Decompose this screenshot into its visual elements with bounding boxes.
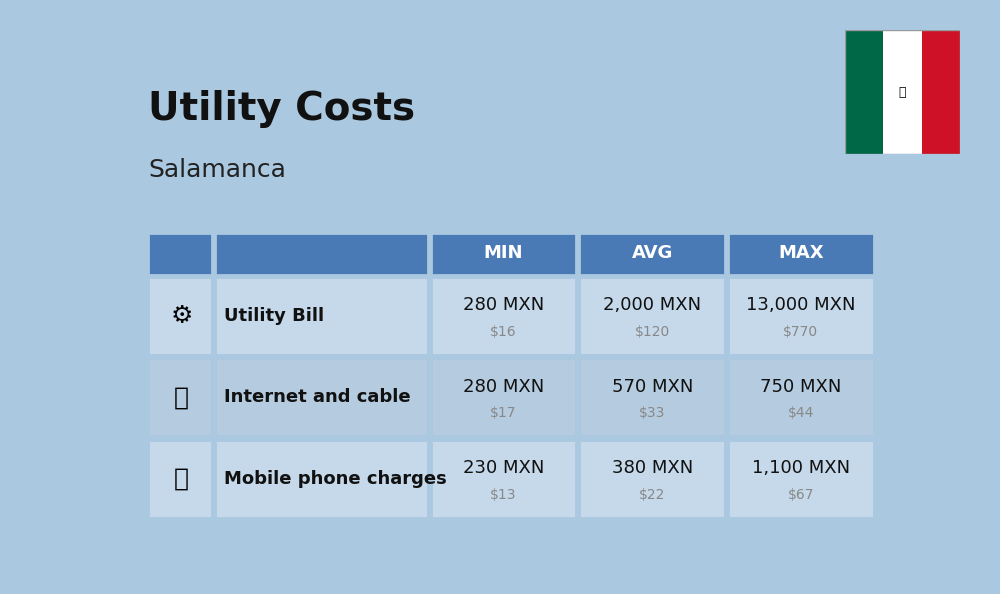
FancyBboxPatch shape	[148, 358, 212, 436]
Text: $44: $44	[788, 406, 814, 421]
Text: 280 MXN: 280 MXN	[463, 378, 544, 396]
FancyBboxPatch shape	[148, 440, 212, 518]
Text: Utility Costs: Utility Costs	[148, 90, 415, 128]
Text: Salamanca: Salamanca	[148, 158, 286, 182]
Text: $770: $770	[783, 325, 818, 339]
Text: 570 MXN: 570 MXN	[612, 378, 693, 396]
Bar	[883, 30, 922, 154]
Text: 13,000 MXN: 13,000 MXN	[746, 296, 856, 314]
FancyBboxPatch shape	[579, 440, 725, 518]
FancyBboxPatch shape	[728, 440, 874, 518]
Text: $33: $33	[639, 406, 665, 421]
FancyBboxPatch shape	[431, 358, 576, 436]
FancyBboxPatch shape	[579, 358, 725, 436]
Text: 📡: 📡	[174, 385, 189, 409]
Text: 380 MXN: 380 MXN	[612, 459, 693, 477]
FancyBboxPatch shape	[728, 358, 874, 436]
Bar	[922, 30, 960, 154]
Text: 🦅: 🦅	[899, 86, 906, 99]
Text: AVG: AVG	[632, 244, 673, 262]
FancyBboxPatch shape	[431, 440, 576, 518]
FancyBboxPatch shape	[728, 233, 874, 275]
Text: MAX: MAX	[778, 244, 824, 262]
Bar	[845, 30, 883, 154]
FancyBboxPatch shape	[215, 440, 428, 518]
Text: 230 MXN: 230 MXN	[463, 459, 544, 477]
Text: MIN: MIN	[484, 244, 523, 262]
Text: Internet and cable: Internet and cable	[224, 388, 411, 406]
FancyBboxPatch shape	[728, 277, 874, 355]
Text: 280 MXN: 280 MXN	[463, 296, 544, 314]
Text: 📱: 📱	[174, 467, 189, 491]
Text: 1,100 MXN: 1,100 MXN	[752, 459, 850, 477]
Text: $16: $16	[490, 325, 517, 339]
FancyBboxPatch shape	[148, 277, 212, 355]
Text: Mobile phone charges: Mobile phone charges	[224, 470, 447, 488]
FancyBboxPatch shape	[148, 233, 212, 275]
FancyBboxPatch shape	[579, 233, 725, 275]
Text: Utility Bill: Utility Bill	[224, 307, 325, 324]
FancyBboxPatch shape	[215, 277, 428, 355]
Text: 2,000 MXN: 2,000 MXN	[603, 296, 701, 314]
Text: ⚙: ⚙	[171, 304, 193, 328]
FancyBboxPatch shape	[579, 277, 725, 355]
Text: $67: $67	[788, 488, 814, 502]
Text: $17: $17	[490, 406, 517, 421]
FancyBboxPatch shape	[215, 233, 428, 275]
Text: 750 MXN: 750 MXN	[760, 378, 842, 396]
FancyBboxPatch shape	[215, 358, 428, 436]
FancyBboxPatch shape	[431, 277, 576, 355]
Text: $13: $13	[490, 488, 517, 502]
Text: $22: $22	[639, 488, 665, 502]
FancyBboxPatch shape	[431, 233, 576, 275]
Text: $120: $120	[635, 325, 670, 339]
